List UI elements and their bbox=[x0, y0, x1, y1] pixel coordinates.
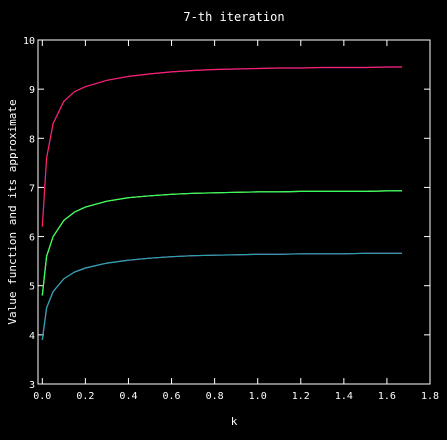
y-tick-label: 4 bbox=[29, 331, 35, 342]
x-tick-label: 0.4 bbox=[119, 391, 137, 402]
x-tick-label: 1.6 bbox=[378, 391, 396, 402]
series-line-2 bbox=[41, 66, 402, 227]
x-tick-label: 0.0 bbox=[33, 391, 51, 402]
y-tick-label: 7 bbox=[29, 183, 35, 194]
series-line-6 bbox=[41, 252, 402, 340]
y-axis-label: Value function and its approximate bbox=[6, 99, 19, 324]
x-tick-label: 0.2 bbox=[76, 391, 94, 402]
x-tick-label: 1.4 bbox=[335, 391, 353, 402]
y-tick-label: 3 bbox=[29, 380, 35, 391]
x-axis-label: k bbox=[231, 415, 238, 428]
x-tick-label: 1.2 bbox=[292, 391, 310, 402]
chart-title: 7-th iteration bbox=[183, 10, 284, 24]
x-tick-label: 1.0 bbox=[249, 391, 267, 402]
y-tick-label: 9 bbox=[29, 85, 35, 96]
y-tick-label: 5 bbox=[29, 282, 35, 293]
series-layer bbox=[41, 66, 402, 340]
y-tick-label: 8 bbox=[29, 134, 35, 145]
series-line-4 bbox=[41, 190, 402, 296]
x-tick-label: 1.8 bbox=[421, 391, 439, 402]
plot-frame bbox=[37, 39, 431, 385]
y-tick-label: 10 bbox=[23, 36, 35, 47]
tick-layer: 0.0 0.2 0.4 0.6 0.8 1.0 1.2 1.4 1.6 1.8 3 4 5 6 7 8 9 10 bbox=[23, 36, 439, 402]
y-tick-label: 6 bbox=[29, 233, 35, 244]
x-tick-label: 0.8 bbox=[206, 391, 224, 402]
x-tick-label: 0.6 bbox=[163, 391, 181, 402]
